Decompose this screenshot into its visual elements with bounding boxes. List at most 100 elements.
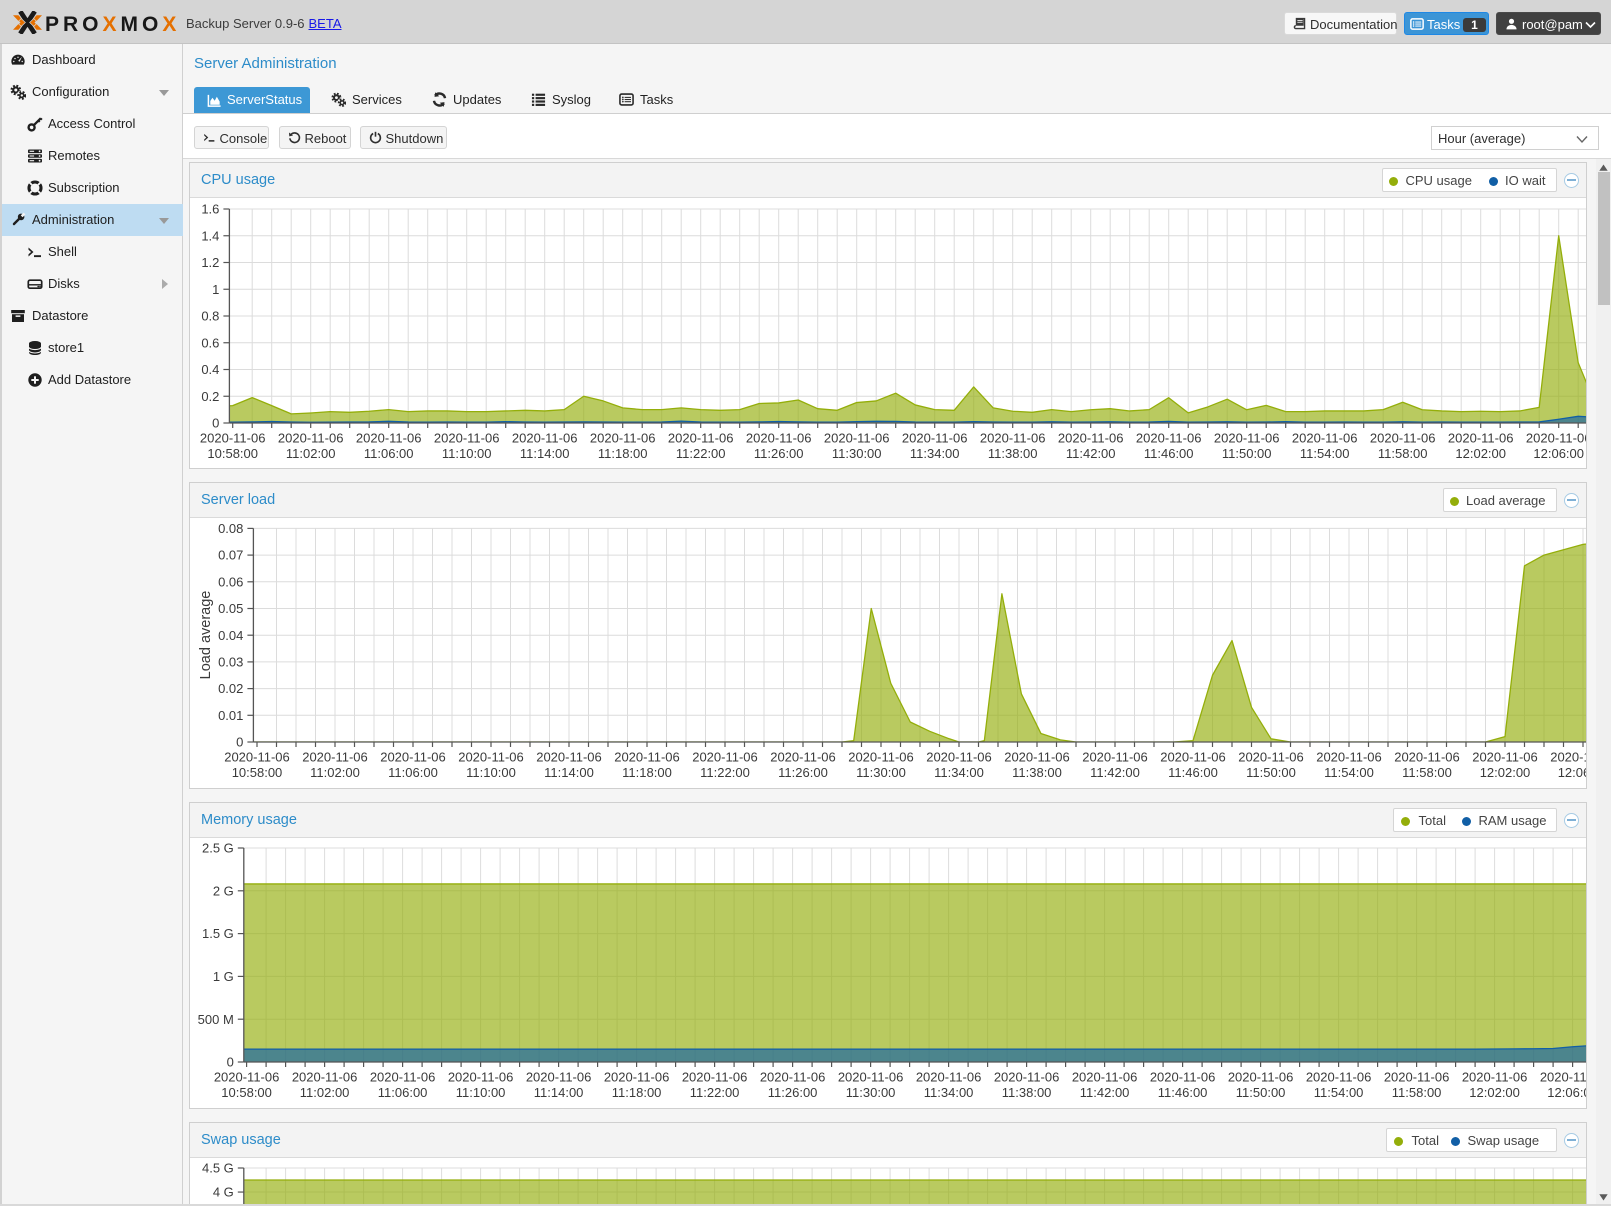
svg-text:11:46:00: 11:46:00 [1158,1085,1208,1100]
svg-text:0: 0 [212,416,219,431]
svg-text:0: 0 [227,1055,234,1070]
svg-text:2020-11-06: 2020-11-06 [536,750,602,765]
svg-text:2020-11-06: 2020-11-06 [380,750,446,765]
svg-text:11:10:00: 11:10:00 [466,765,516,780]
svg-text:11:10:00: 11:10:00 [456,1085,506,1100]
svg-text:2020-11-06: 2020-11-06 [214,1070,280,1085]
svg-text:2020-11-06: 2020-11-06 [200,431,266,446]
svg-text:2020-11-06: 2020-11-06 [916,1070,982,1085]
svg-text:2020-11-06: 2020-11-06 [526,1070,592,1085]
svg-text:2020-11-06: 2020-11-06 [1394,750,1460,765]
svg-text:2020-11-06: 2020-11-06 [1160,750,1226,765]
svg-text:2020-11-06: 2020-11-06 [1306,1070,1372,1085]
svg-text:2020-11-06: 2020-11-06 [770,750,836,765]
svg-text:2020-11-06: 2020-11-06 [668,431,734,446]
svg-text:0: 0 [236,735,243,750]
svg-text:2020-11-06: 2020-11-06 [1462,1070,1528,1085]
svg-text:0.07: 0.07 [218,548,243,563]
svg-text:2020-11-06: 2020-11-06 [434,431,500,446]
svg-text:11:30:00: 11:30:00 [856,765,906,780]
svg-text:2 G: 2 G [213,883,234,898]
svg-text:11:14:00: 11:14:00 [544,765,594,780]
svg-text:11:42:00: 11:42:00 [1066,446,1116,461]
svg-text:0.08: 0.08 [218,521,243,536]
svg-text:2020-11-06: 2020-11-06 [614,750,680,765]
svg-text:11:26:00: 11:26:00 [768,1085,818,1100]
svg-text:12:02:00: 12:02:00 [1480,765,1531,780]
svg-text:2020-11-06: 2020-11-06 [1072,1070,1138,1085]
svg-text:11:42:00: 11:42:00 [1090,765,1140,780]
svg-text:2020-11-06: 2020-11-06 [1292,431,1358,446]
svg-text:10:58:00: 10:58:00 [232,765,283,780]
svg-text:0.6: 0.6 [201,335,219,350]
svg-text:10:58:00: 10:58:00 [207,446,258,461]
svg-text:2020-11-06: 2020-11-06 [1082,750,1148,765]
svg-text:11:18:00: 11:18:00 [612,1085,662,1100]
svg-text:2020-11-06: 2020-11-06 [760,1070,826,1085]
svg-text:2020-11-06: 2020-11-06 [458,750,524,765]
svg-text:0.04: 0.04 [218,628,243,643]
svg-text:2020-11-06: 2020-11-06 [1526,431,1586,446]
svg-text:11:58:00: 11:58:00 [1402,765,1452,780]
svg-text:2020-11-06: 2020-11-06 [682,1070,748,1085]
svg-text:11:50:00: 11:50:00 [1236,1085,1286,1100]
svg-text:11:22:00: 11:22:00 [676,446,726,461]
svg-text:12:02:00: 12:02:00 [1455,446,1506,461]
svg-text:12:02:00: 12:02:00 [1469,1085,1520,1100]
svg-text:12:06:00: 12:06:00 [1558,765,1586,780]
svg-text:11:42:00: 11:42:00 [1080,1085,1130,1100]
svg-text:12:06:00: 12:06:00 [1547,1085,1586,1100]
svg-text:11:06:00: 11:06:00 [388,765,438,780]
svg-text:11:58:00: 11:58:00 [1378,446,1428,461]
svg-text:0.2: 0.2 [201,389,219,404]
svg-text:11:30:00: 11:30:00 [846,1085,896,1100]
svg-text:11:46:00: 11:46:00 [1168,765,1218,780]
svg-text:1.2: 1.2 [201,255,219,270]
svg-text:2020-11-06: 2020-11-06 [1540,1070,1586,1085]
svg-text:0.8: 0.8 [201,309,219,324]
svg-text:11:58:00: 11:58:00 [1392,1085,1442,1100]
svg-text:11:34:00: 11:34:00 [910,446,960,461]
svg-text:2020-11-06: 2020-11-06 [1316,750,1382,765]
svg-text:11:50:00: 11:50:00 [1222,446,1272,461]
svg-text:2020-11-06: 2020-11-06 [746,431,812,446]
svg-text:500 M: 500 M [198,1012,234,1027]
svg-text:2020-11-06: 2020-11-06 [278,431,344,446]
svg-text:2020-11-06: 2020-11-06 [224,750,290,765]
svg-text:11:54:00: 11:54:00 [1300,446,1350,461]
svg-text:1 G: 1 G [213,969,234,984]
svg-text:0.01: 0.01 [218,708,243,723]
svg-text:0.4: 0.4 [201,362,219,377]
svg-text:11:14:00: 11:14:00 [534,1085,584,1100]
svg-text:11:02:00: 11:02:00 [286,446,336,461]
svg-text:11:54:00: 11:54:00 [1314,1085,1364,1100]
svg-text:2020-11-06: 2020-11-06 [1150,1070,1216,1085]
svg-text:2.5 G: 2.5 G [202,841,234,856]
svg-text:4.5 G: 4.5 G [202,1161,234,1176]
svg-text:1.4: 1.4 [201,228,219,243]
svg-text:10:58:00: 10:58:00 [221,1085,272,1100]
svg-text:2020-11-06: 2020-11-06 [302,750,368,765]
svg-text:2020-11-06: 2020-11-06 [838,1070,904,1085]
svg-text:2020-11-06: 2020-11-06 [292,1070,358,1085]
svg-text:2020-11-06: 2020-11-06 [980,431,1046,446]
svg-text:2020-11-06: 2020-11-06 [1370,431,1436,446]
svg-text:12:06:00: 12:06:00 [1533,446,1584,461]
svg-text:11:38:00: 11:38:00 [988,446,1038,461]
svg-text:2020-11-06: 2020-11-06 [824,431,890,446]
svg-text:2020-11-06: 2020-11-06 [1472,750,1538,765]
svg-text:11:02:00: 11:02:00 [310,765,360,780]
svg-text:2020-11-06: 2020-11-06 [1004,750,1070,765]
svg-text:2020-11-06: 2020-11-06 [604,1070,670,1085]
svg-text:11:30:00: 11:30:00 [832,446,882,461]
svg-text:2020-11-06: 2020-11-06 [590,431,656,446]
svg-text:1: 1 [212,282,219,297]
svg-text:2020-11-06: 2020-11-06 [848,750,914,765]
svg-text:11:10:00: 11:10:00 [442,446,492,461]
svg-text:2020-11-06: 2020-11-06 [692,750,758,765]
svg-text:2020-11-06: 2020-11-06 [1136,431,1202,446]
svg-text:2020-11-06: 2020-11-06 [1228,1070,1294,1085]
svg-text:2020-11-06: 2020-11-06 [926,750,992,765]
svg-text:11:26:00: 11:26:00 [754,446,804,461]
svg-text:11:34:00: 11:34:00 [924,1085,974,1100]
